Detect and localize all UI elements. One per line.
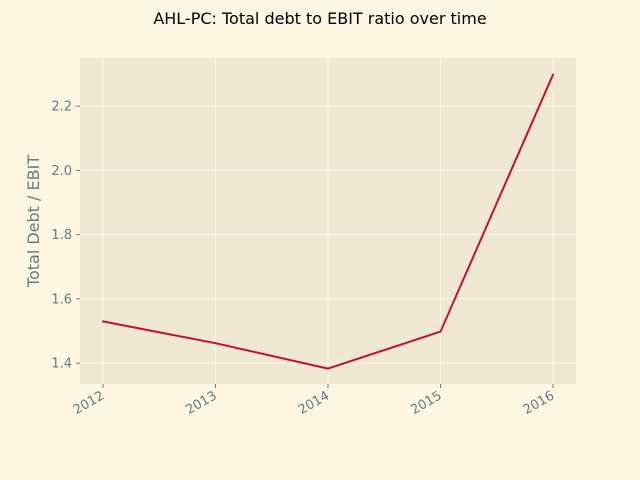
series-line: [102, 73, 554, 370]
y-tick-label: 2.0: [51, 164, 72, 179]
y-tick-label: 1.8: [51, 228, 72, 243]
chart-title: AHL-PC: Total debt to EBIT ratio over ti…: [153, 9, 486, 28]
y-tick-label: 2.2: [51, 100, 72, 115]
y-axis-label: Total Debt / EBIT: [24, 155, 43, 288]
y-tick-label: 1.4: [51, 357, 72, 372]
series: [102, 73, 554, 370]
y-tick-label: 1.6: [51, 292, 72, 307]
